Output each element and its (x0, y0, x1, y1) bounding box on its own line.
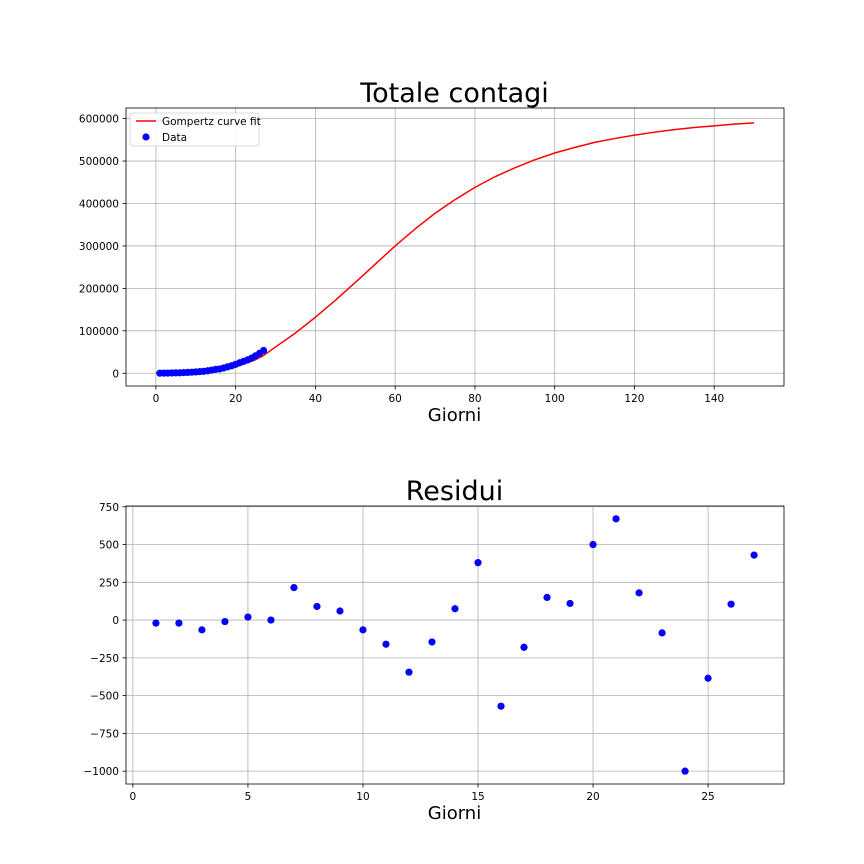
data-point (566, 599, 574, 608)
x-axis-label: Giorni (428, 803, 481, 824)
axes-frame (125, 107, 785, 387)
data-point (359, 626, 367, 634)
x-tick-label: 15 (471, 791, 484, 803)
data-point (175, 619, 183, 627)
x-tick-label: 60 (388, 393, 401, 405)
data-point (336, 607, 344, 615)
data-point (543, 593, 551, 602)
x-tick-label: 5 (245, 791, 252, 803)
legend-entry-data: Data (162, 132, 187, 144)
data-point (474, 559, 482, 567)
x-axis-label: Giorni (428, 405, 481, 426)
x-tick-label: 0 (130, 791, 137, 803)
grid (126, 506, 784, 784)
chart-title: Totale contagi (359, 78, 549, 109)
y-tick-label: 600000 (79, 114, 119, 126)
data-point (198, 626, 206, 634)
legend: Gompertz curve fit Data (129, 112, 261, 147)
legend-marker-swatch (142, 133, 150, 141)
data-point (635, 589, 643, 597)
chart-title: Residui (406, 476, 503, 507)
y-tick-label: 300000 (79, 241, 119, 253)
chart-residui: Residui 0 5 10 15 20 25 −1000 −750 −500 −250 0 250 5… (83, 476, 785, 824)
data-point (497, 702, 505, 710)
y-tick-label: 500000 (79, 156, 119, 168)
y-tick-label: 0 (112, 368, 119, 380)
data-point (681, 767, 689, 775)
data-point (658, 629, 666, 637)
axis-ticks: 0 20 40 60 80 100 120 140 0 100000 200000 300000 400… (79, 114, 724, 405)
y-tick-label: −1000 (83, 766, 119, 778)
y-tick-label: 400000 (79, 198, 119, 210)
y-tick-label: 750 (99, 502, 119, 514)
data-point (152, 619, 160, 627)
x-tick-label: 100 (545, 393, 565, 405)
x-tick-label: 140 (704, 393, 724, 405)
x-tick-label: 20 (229, 393, 242, 405)
y-tick-label: 200000 (79, 283, 119, 295)
plot-series (155, 122, 755, 377)
y-tick-label: −500 (90, 691, 119, 703)
y-tick-label: −250 (90, 653, 119, 665)
chart-totale-contagi: Totale contagi 0 20 40 60 80 100 120 140 0 100000… (79, 78, 785, 426)
y-tick-label: 250 (99, 577, 119, 589)
x-tick-label: 40 (309, 393, 322, 405)
data-point (259, 346, 268, 355)
legend-box (129, 112, 260, 147)
x-tick-label: 20 (586, 791, 599, 803)
plot-series (152, 515, 758, 775)
data-point (244, 613, 252, 621)
data-point (428, 638, 436, 646)
axes-frame (125, 505, 785, 785)
data-point (704, 674, 712, 682)
data-point (382, 640, 390, 648)
data-point (290, 583, 298, 592)
data-point (451, 605, 459, 613)
data-point (612, 515, 620, 523)
y-tick-label: 500 (99, 540, 119, 552)
x-tick-label: 10 (356, 791, 369, 803)
axis-ticks: 0 5 10 15 20 25 −1000 −750 −500 −250 0 250 500 750 (83, 502, 714, 803)
x-tick-label: 25 (701, 791, 714, 803)
data-point (750, 551, 758, 559)
data-point (221, 617, 229, 626)
x-tick-label: 0 (153, 393, 160, 405)
data-point (589, 540, 597, 549)
data-point (727, 600, 735, 608)
data-point (313, 602, 321, 611)
y-tick-label: 100000 (79, 326, 119, 338)
data-point (267, 616, 275, 624)
data-point (405, 668, 413, 676)
x-tick-label: 120 (624, 393, 644, 405)
y-tick-label: 0 (112, 615, 119, 627)
x-tick-label: 80 (468, 393, 481, 405)
y-tick-label: −750 (90, 728, 119, 740)
data-point (520, 643, 528, 651)
legend-entry-fit: Gompertz curve fit (162, 116, 261, 128)
